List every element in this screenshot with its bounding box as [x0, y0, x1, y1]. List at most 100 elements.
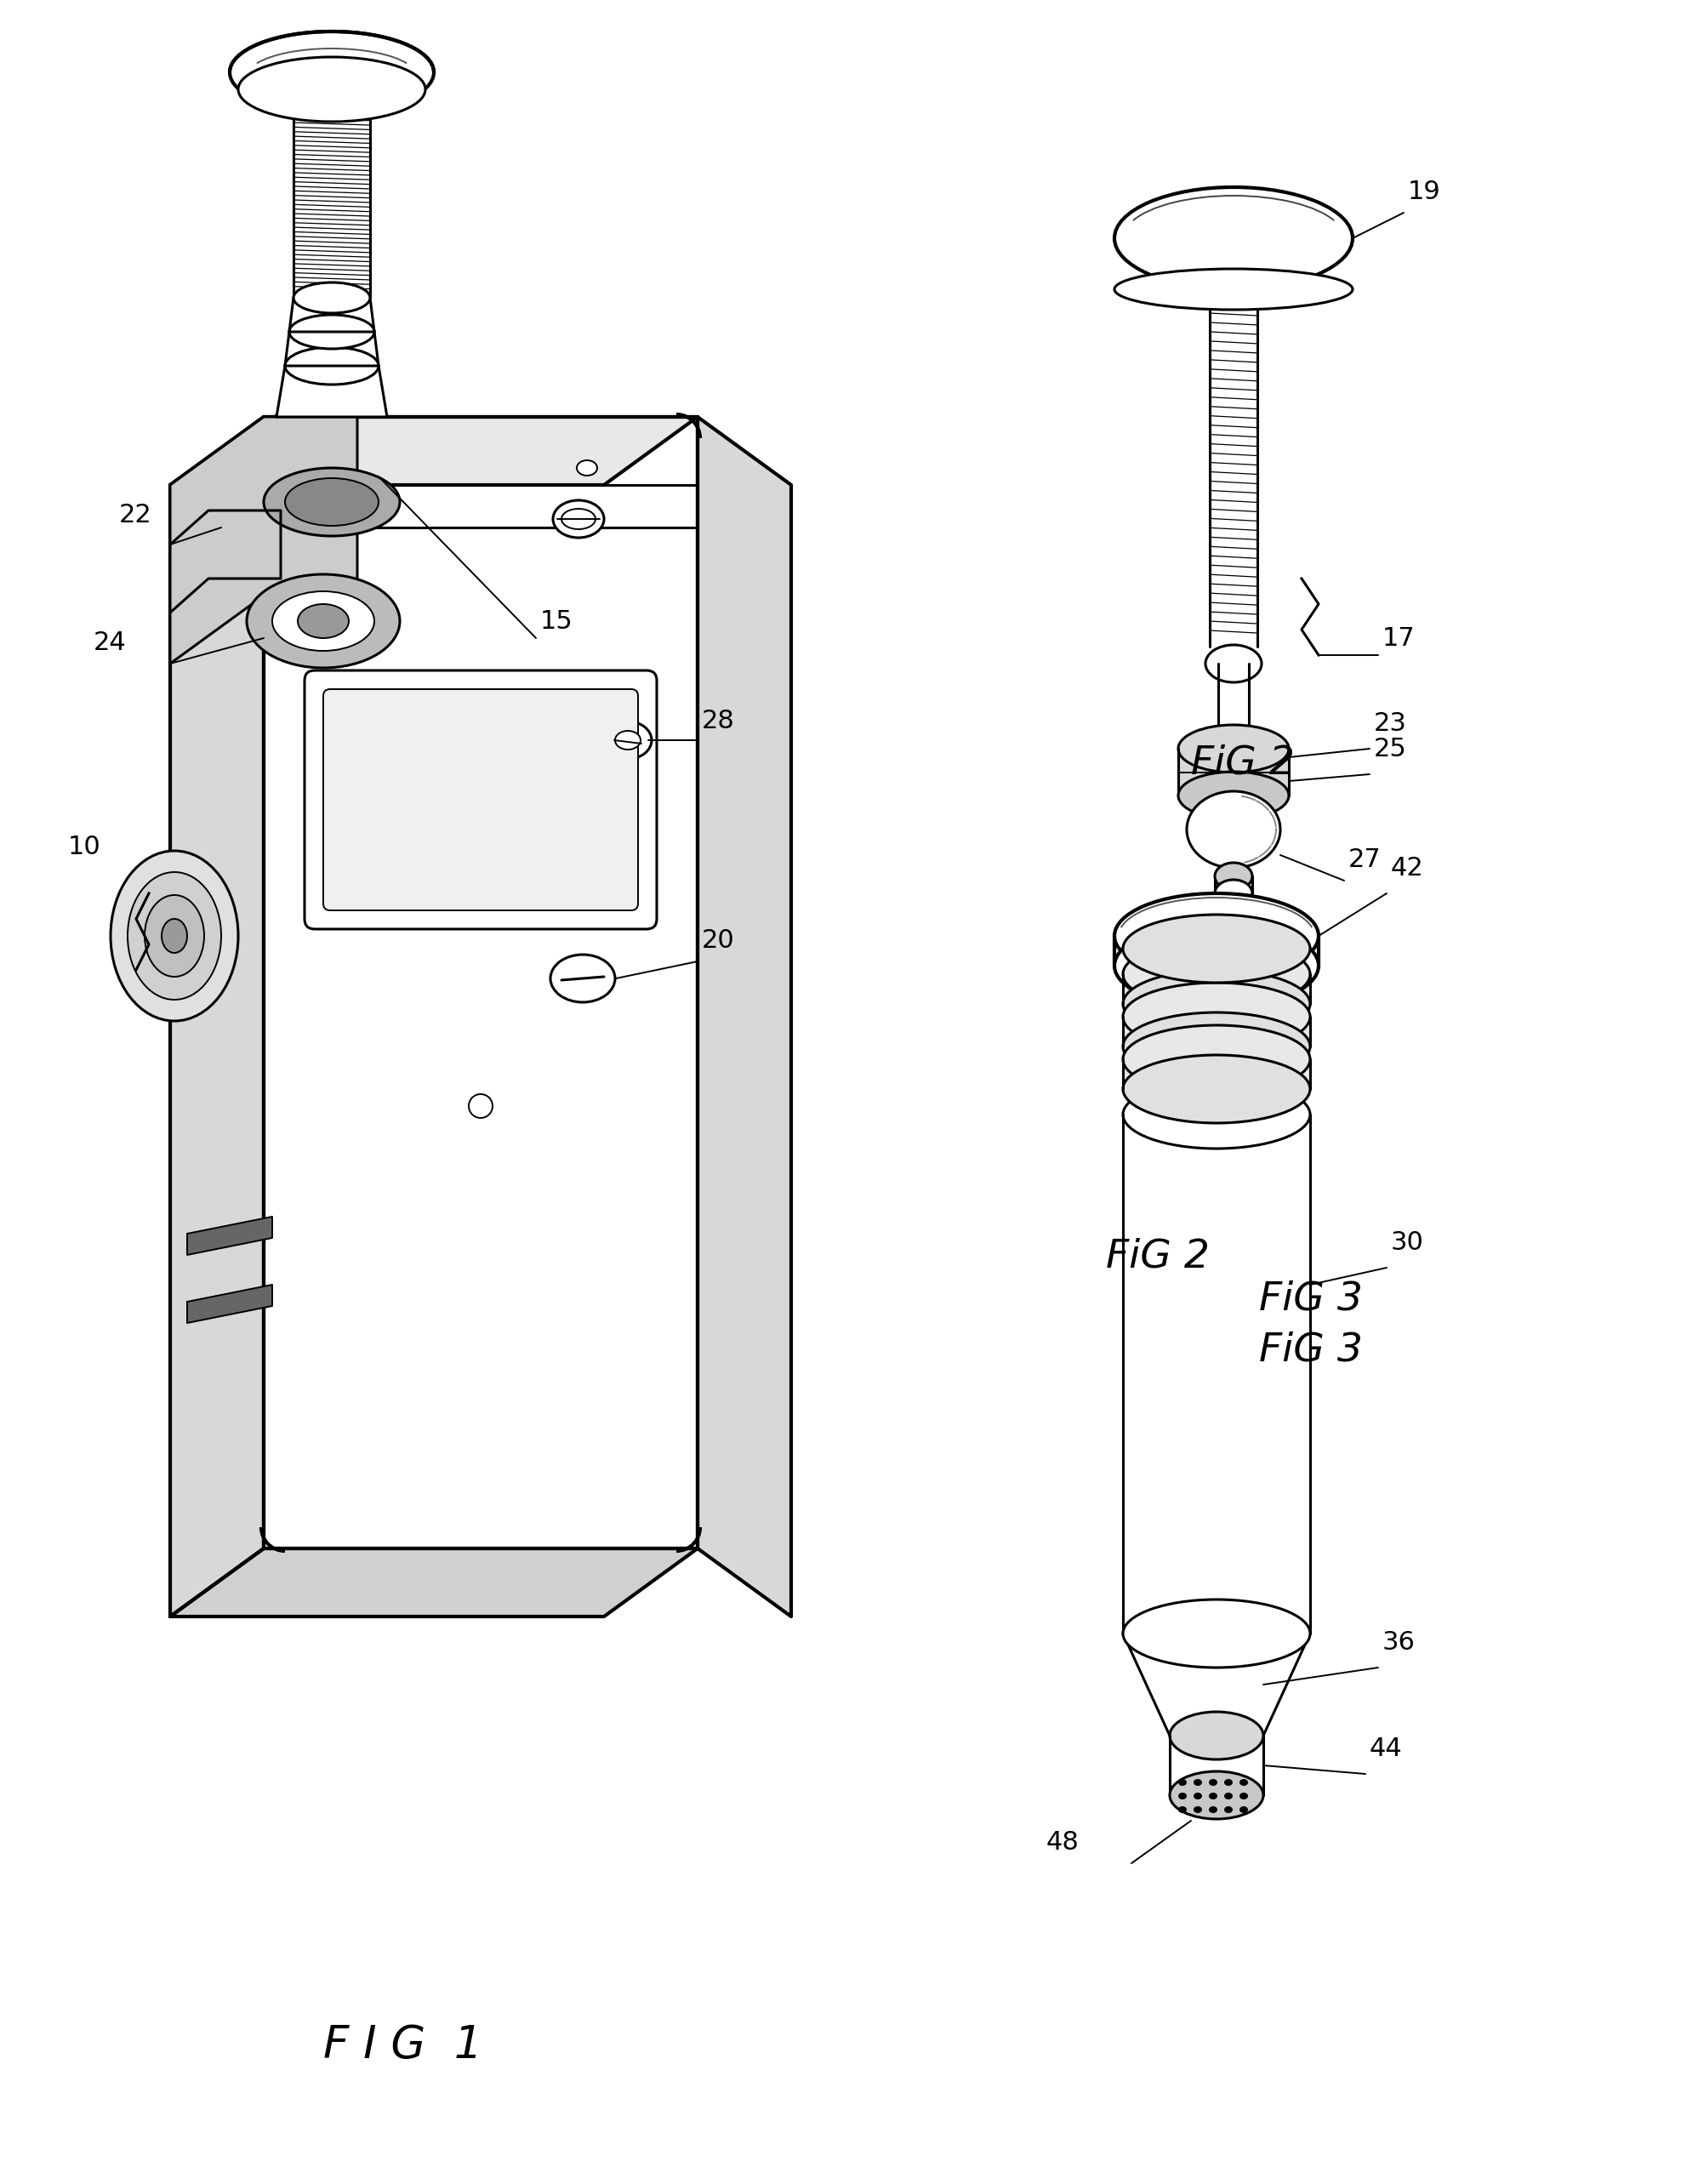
Ellipse shape [1123, 1024, 1309, 1094]
Polygon shape [1123, 1634, 1309, 1736]
Ellipse shape [1123, 1055, 1309, 1123]
Text: 28: 28 [703, 710, 735, 734]
Polygon shape [1219, 664, 1249, 732]
Polygon shape [187, 1284, 272, 1324]
Polygon shape [1115, 937, 1318, 965]
Ellipse shape [1209, 1780, 1217, 1787]
Ellipse shape [1239, 1780, 1247, 1787]
Polygon shape [698, 417, 792, 1616]
Ellipse shape [286, 478, 378, 526]
Ellipse shape [128, 871, 222, 1000]
Ellipse shape [1224, 1806, 1232, 1813]
FancyBboxPatch shape [304, 670, 657, 928]
Text: 48: 48 [1046, 1830, 1079, 1854]
Polygon shape [264, 417, 698, 1548]
Ellipse shape [1115, 269, 1353, 310]
Ellipse shape [615, 732, 640, 749]
Polygon shape [1170, 1736, 1264, 1795]
Text: 23: 23 [1373, 712, 1407, 736]
Ellipse shape [272, 592, 375, 651]
Ellipse shape [1224, 1793, 1232, 1800]
Text: F I G  1: F I G 1 [323, 2022, 482, 2068]
Ellipse shape [1123, 1013, 1309, 1081]
Ellipse shape [145, 895, 203, 976]
Ellipse shape [161, 919, 187, 952]
Ellipse shape [1115, 188, 1353, 288]
Ellipse shape [298, 605, 348, 638]
Ellipse shape [1123, 1081, 1309, 1149]
Ellipse shape [1123, 939, 1309, 1009]
Ellipse shape [1123, 970, 1309, 1037]
Text: 15: 15 [540, 609, 573, 633]
Text: 36: 36 [1382, 1629, 1415, 1655]
Ellipse shape [1123, 1599, 1309, 1669]
Ellipse shape [1178, 1780, 1187, 1787]
Ellipse shape [1170, 1771, 1264, 1819]
Polygon shape [170, 417, 358, 664]
Ellipse shape [1239, 1806, 1247, 1813]
Ellipse shape [1215, 880, 1252, 906]
Polygon shape [1115, 280, 1353, 299]
Ellipse shape [111, 852, 239, 1020]
Ellipse shape [1215, 863, 1252, 889]
Ellipse shape [1194, 1780, 1202, 1787]
Polygon shape [1178, 749, 1289, 795]
Text: 42: 42 [1390, 856, 1424, 880]
Ellipse shape [1170, 1712, 1264, 1760]
Polygon shape [294, 103, 370, 297]
Text: FiG 2: FiG 2 [1106, 1238, 1210, 1275]
Ellipse shape [1209, 1806, 1217, 1813]
Ellipse shape [469, 1094, 493, 1118]
Ellipse shape [1187, 791, 1281, 867]
Ellipse shape [1178, 771, 1289, 819]
Ellipse shape [1123, 915, 1309, 983]
Ellipse shape [294, 282, 370, 312]
Polygon shape [1123, 974, 1309, 1005]
Ellipse shape [603, 721, 652, 758]
Ellipse shape [1178, 725, 1289, 773]
Ellipse shape [1209, 1793, 1217, 1800]
Ellipse shape [1115, 924, 1318, 1009]
Ellipse shape [1178, 1793, 1187, 1800]
Text: 17: 17 [1382, 627, 1415, 651]
Polygon shape [289, 297, 375, 332]
Ellipse shape [230, 31, 434, 114]
Ellipse shape [264, 467, 400, 535]
Polygon shape [276, 367, 387, 417]
Ellipse shape [1194, 1806, 1202, 1813]
Ellipse shape [1115, 893, 1318, 978]
Ellipse shape [239, 57, 425, 122]
Ellipse shape [247, 574, 400, 668]
Ellipse shape [1239, 1793, 1247, 1800]
Text: 19: 19 [1409, 179, 1441, 203]
Polygon shape [170, 1548, 698, 1616]
Polygon shape [1123, 1114, 1309, 1634]
Text: 22: 22 [119, 502, 151, 529]
Ellipse shape [1224, 1780, 1232, 1787]
Polygon shape [1123, 1018, 1309, 1046]
FancyBboxPatch shape [323, 690, 639, 911]
Polygon shape [286, 332, 378, 367]
Text: FiG 3: FiG 3 [1259, 1280, 1363, 1319]
Polygon shape [170, 417, 698, 485]
Text: 27: 27 [1348, 847, 1382, 871]
Text: FiG 3: FiG 3 [1259, 1332, 1363, 1369]
Ellipse shape [577, 461, 597, 476]
Ellipse shape [553, 500, 603, 537]
Ellipse shape [1123, 983, 1309, 1051]
Text: 30: 30 [1390, 1230, 1424, 1256]
Text: 25: 25 [1373, 736, 1407, 762]
Text: 44: 44 [1370, 1736, 1402, 1760]
Polygon shape [170, 417, 264, 1616]
Text: 10: 10 [67, 834, 101, 858]
Text: 24: 24 [94, 631, 126, 655]
Ellipse shape [286, 347, 378, 384]
Text: 20: 20 [703, 928, 735, 952]
Polygon shape [170, 511, 281, 612]
Text: FiG 2: FiG 2 [1192, 745, 1294, 782]
Ellipse shape [550, 954, 615, 1002]
Ellipse shape [289, 314, 375, 349]
Ellipse shape [1194, 1793, 1202, 1800]
Ellipse shape [1205, 644, 1262, 681]
Polygon shape [187, 1216, 272, 1256]
